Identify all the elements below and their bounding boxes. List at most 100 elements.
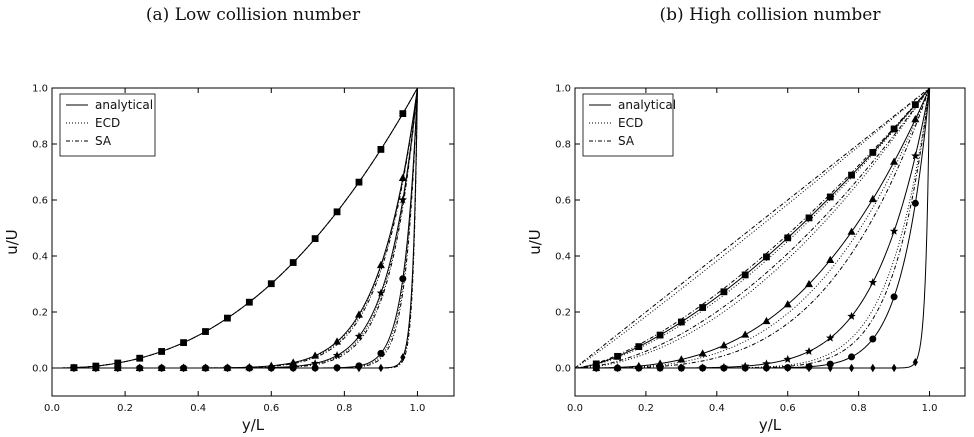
marker-star-b-11 bbox=[804, 347, 814, 355]
marker-diamond-a-10 bbox=[268, 363, 274, 373]
marker-star-a-14 bbox=[354, 331, 364, 340]
x-tick-label-b-0: 0.0 bbox=[567, 403, 583, 414]
marker-square-b-14 bbox=[869, 149, 877, 156]
marker-triangle-b-15 bbox=[890, 157, 899, 165]
ticks-b: 0.0 0.2 0.4 0.6 0.8 1.0 0.0 0.2 0.4 0.6 0.8 1.0 bbox=[555, 84, 965, 414]
x-tick-label-b-1: 0.2 bbox=[638, 403, 654, 414]
y-tick-label-a-4: 0.8 bbox=[32, 140, 48, 151]
marker-star-a-12 bbox=[310, 358, 320, 367]
curve-sa-square-a bbox=[52, 88, 418, 369]
marker-circle-b-14 bbox=[869, 335, 877, 343]
marker-diamond-a-9 bbox=[246, 363, 252, 373]
marker-square-a-14 bbox=[355, 178, 363, 186]
panel-a: 0.0 0.2 0.4 0.6 0.8 1.0 0.0 0.2 0.4 0.6 0.8 1.0 y/L… bbox=[3, 84, 455, 434]
x-tick-label-a-1: 0.2 bbox=[117, 403, 133, 414]
marker-square-a-9 bbox=[245, 298, 253, 306]
curve-sa-diamond-b bbox=[575, 88, 931, 369]
marker-triangle-a-12 bbox=[311, 351, 320, 359]
marker-square-b-3 bbox=[635, 343, 643, 351]
x-tick-label-a-2: 0.4 bbox=[190, 403, 206, 414]
marker-triangle-b-12 bbox=[826, 255, 835, 264]
marker-star-b-15 bbox=[889, 226, 899, 235]
marker-diamond-a-15 bbox=[378, 363, 384, 373]
marker-square-a-10 bbox=[267, 280, 275, 288]
marker-triangle-b-11 bbox=[805, 279, 813, 288]
x-tick-label-a-0: 0.0 bbox=[44, 403, 60, 414]
curve-ecd-triangle-b bbox=[575, 88, 930, 369]
marker-diamond-b-13 bbox=[848, 363, 855, 373]
marker-diamond-a-6 bbox=[180, 363, 187, 373]
marker-star-b-9 bbox=[762, 359, 771, 368]
legend-label-sa-b: SA bbox=[618, 134, 635, 148]
marker-square-b-4 bbox=[656, 331, 664, 339]
marker-square-b-2 bbox=[614, 352, 621, 360]
marker-star-b-13 bbox=[847, 311, 856, 320]
marker-square-b-15 bbox=[890, 125, 898, 133]
y-tick-label-a-1: 0.2 bbox=[32, 308, 48, 319]
x-tick-label-b-4: 0.8 bbox=[851, 403, 867, 414]
legend-label-ecd-b: ECD bbox=[618, 116, 643, 130]
marker-star-b-14 bbox=[868, 278, 877, 286]
marker-diamond-b-9 bbox=[763, 363, 770, 373]
marker-square-a-12 bbox=[311, 235, 319, 243]
marker-star-a-16 bbox=[398, 195, 408, 204]
marker-diamond-b-7 bbox=[721, 363, 727, 373]
marker-diamond-a-5 bbox=[159, 363, 165, 373]
marker-diamond-b-4 bbox=[657, 363, 663, 373]
legend-label-ecd-a: ECD bbox=[95, 116, 120, 130]
marker-square-a-8 bbox=[224, 314, 231, 322]
marker-square-a-3 bbox=[114, 359, 122, 367]
marker-square-b-8 bbox=[741, 271, 749, 279]
marker-square-b-13 bbox=[848, 171, 855, 179]
marker-square-b-9 bbox=[763, 253, 770, 261]
marker-square-b-11 bbox=[805, 214, 813, 222]
marker-circle-a-16 bbox=[399, 275, 407, 283]
marker-star-b-16 bbox=[911, 151, 920, 160]
marker-diamond-b-12 bbox=[827, 363, 833, 373]
marker-triangle-b-13 bbox=[847, 227, 856, 235]
panel-b: 0.0 0.2 0.4 0.6 0.8 1.0 0.0 0.2 0.4 0.6 0.8 1.0 y/L… bbox=[526, 84, 966, 434]
marker-triangle-a-13 bbox=[333, 337, 342, 345]
marker-triangle-a-15 bbox=[376, 260, 385, 269]
marker-diamond-a-1 bbox=[71, 363, 77, 373]
marker-diamond-a-16 bbox=[400, 353, 406, 362]
marker-circle-b-15 bbox=[890, 293, 898, 301]
y-tick-label-b-1: 0.2 bbox=[555, 308, 571, 319]
marker-triangle-a-14 bbox=[354, 310, 363, 318]
marker-diamond-b-2 bbox=[614, 363, 621, 373]
marker-circle-a-15 bbox=[377, 349, 385, 357]
marker-square-a-7 bbox=[202, 328, 209, 335]
legend-label-sa-a: SA bbox=[95, 134, 112, 148]
x-axis-label-b: y/L bbox=[759, 416, 782, 434]
marker-diamond-a-7 bbox=[202, 363, 209, 373]
markers-b bbox=[592, 101, 920, 373]
y-axis-label-b: u/U bbox=[526, 229, 544, 255]
marker-triangle-b-16 bbox=[911, 115, 920, 123]
marker-triangle-b-5 bbox=[677, 355, 686, 363]
marker-star-b-12 bbox=[826, 333, 835, 342]
marker-diamond-a-2 bbox=[93, 363, 99, 373]
marker-square-a-4 bbox=[136, 354, 144, 362]
y-tick-label-b-2: 0.4 bbox=[555, 252, 571, 263]
x-tick-label-a-5: 1.0 bbox=[410, 403, 426, 414]
marker-diamond-a-11 bbox=[290, 363, 296, 373]
marker-star-b-10 bbox=[783, 354, 792, 363]
marker-diamond-b-15 bbox=[891, 363, 897, 373]
x-tick-label-a-3: 0.6 bbox=[263, 403, 279, 414]
marker-diamond-b-6 bbox=[700, 363, 706, 373]
marker-diamond-a-14 bbox=[356, 363, 362, 373]
marker-diamond-b-1 bbox=[593, 363, 599, 373]
curve-sa-diamond-a bbox=[52, 88, 418, 369]
legend-a: analytical ECD SA bbox=[59, 93, 156, 157]
curve-sa-circle-b bbox=[575, 88, 931, 369]
markers-a bbox=[69, 110, 408, 373]
marker-square-b-10 bbox=[784, 234, 792, 242]
marker-diamond-b-14 bbox=[870, 363, 876, 373]
caption-b: (b) High collision number bbox=[660, 5, 882, 25]
marker-diamond-b-5 bbox=[678, 363, 684, 373]
x-tick-label-b-2: 0.4 bbox=[709, 403, 725, 414]
marker-square-a-11 bbox=[289, 259, 297, 266]
marker-diamond-a-3 bbox=[115, 363, 121, 373]
marker-star-a-15 bbox=[376, 288, 386, 297]
